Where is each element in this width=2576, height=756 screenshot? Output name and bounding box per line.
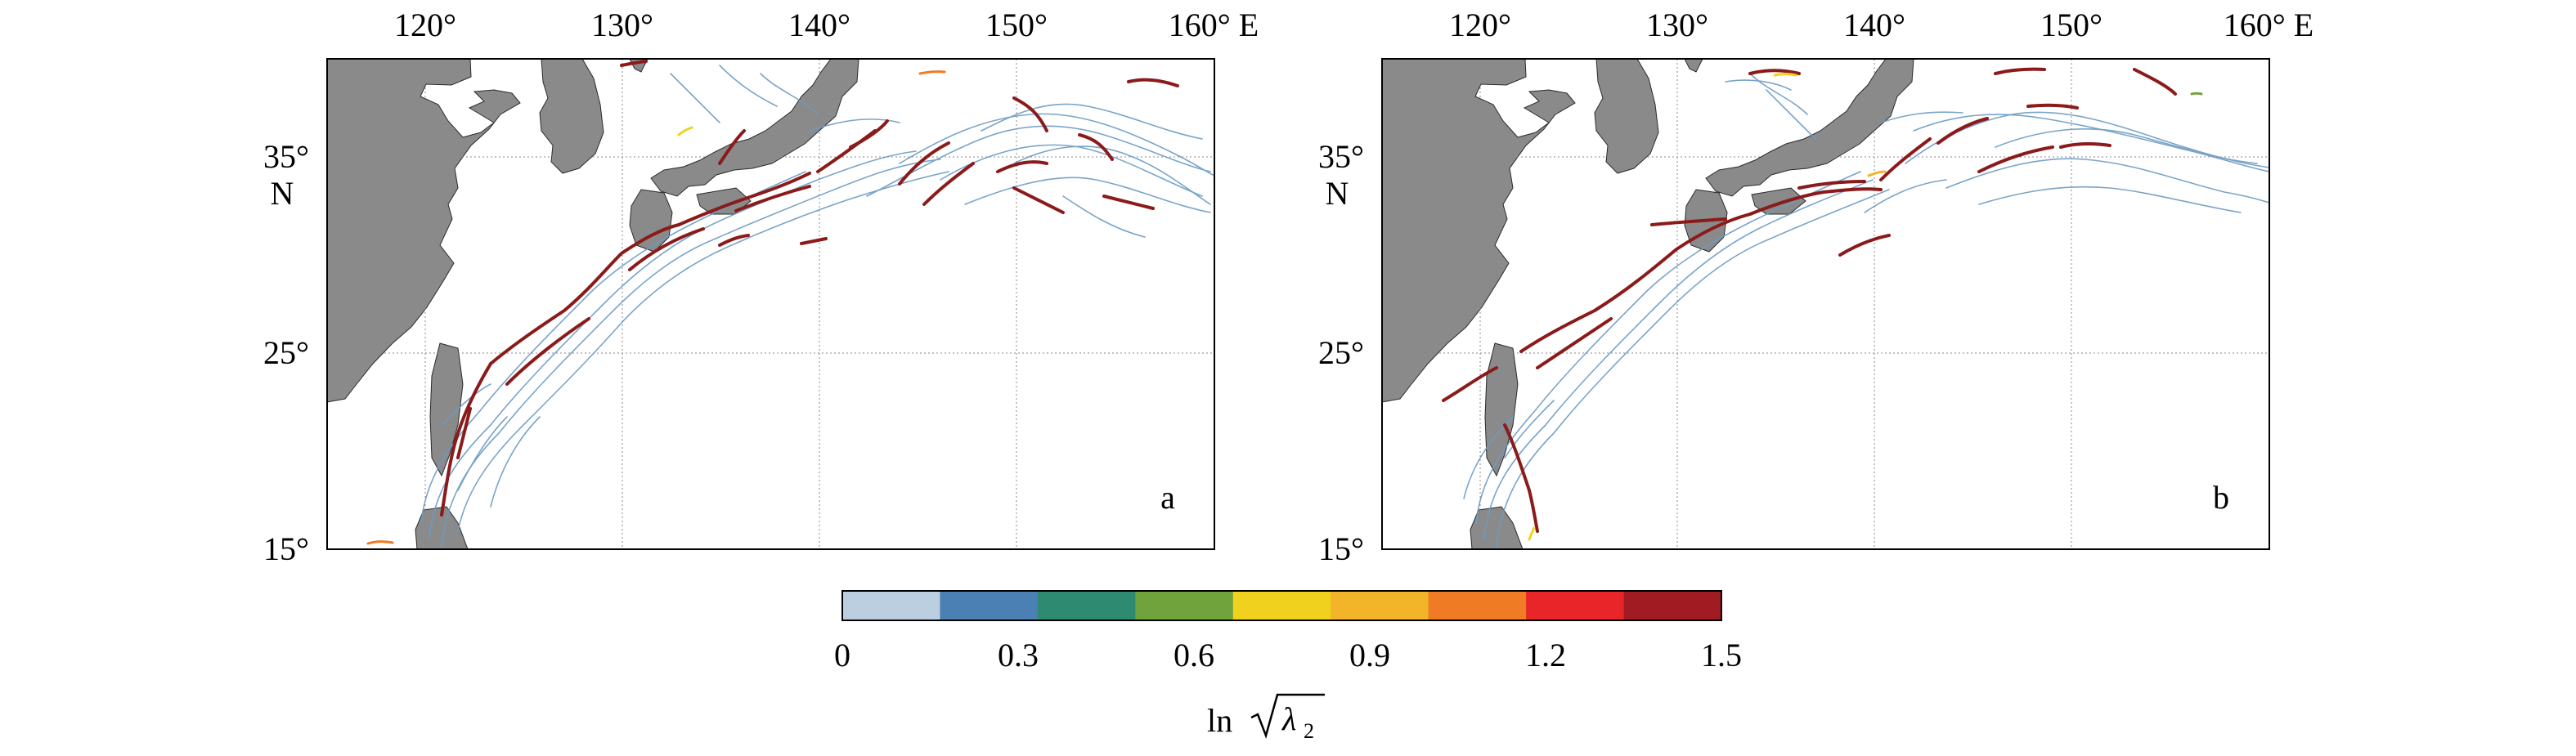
colorbar: 0 0.3 0.6 0.9 1.2 1.5 ln λ 2 (834, 590, 1742, 743)
lon-tick-labels-b: 120° 130° 140° 150° 160° E (1449, 7, 2313, 43)
trajectories-b (1442, 67, 2269, 548)
colorbar-segment (842, 591, 940, 620)
lon-tick-label: 130° (591, 7, 653, 43)
colorbar-border (841, 590, 1722, 621)
lat-tick-label: 35° (1318, 138, 1364, 175)
map-border-b (1381, 58, 2270, 550)
colorbar-tick-label: 0.3 (998, 637, 1039, 673)
lon-tick-label: 140° (1843, 7, 1905, 43)
colorbar-segment (1623, 591, 1722, 620)
colorbar-tick-label: 1.5 (1701, 637, 1742, 673)
colorbar-title: ln λ 2 (1207, 693, 1325, 743)
lat-tick-label: 15° (1318, 530, 1364, 567)
sqrt-radical-icon (1250, 693, 1325, 739)
lat-tick-label: 35° (263, 138, 309, 175)
lon-tick-label: 150° (985, 7, 1048, 43)
lon-tick-label: 120° (394, 7, 456, 43)
lat-tick-label: 15° (263, 530, 309, 567)
lon-tick-label: 160° E (2224, 7, 2313, 43)
colorbar-segment (1037, 591, 1136, 620)
lat-tick-label: 25° (263, 334, 309, 371)
colorbar-segments (842, 591, 1722, 620)
colorbar-tick-label: 1.2 (1525, 637, 1566, 673)
lon-tick-label: 150° (2040, 7, 2103, 43)
colorbar-segment (1135, 591, 1234, 620)
lat-tick-labels-a: 35° N 25° 15° (263, 138, 309, 567)
colorbar-segment (1428, 591, 1527, 620)
lon-tick-label: 140° (788, 7, 850, 43)
colorbar-tick-labels: 0 0.3 0.6 0.9 1.2 1.5 (834, 637, 1742, 673)
lon-tick-label: 120° (1449, 7, 1511, 43)
colorbar-tick-label: 0.9 (1349, 637, 1390, 673)
lat-tick-label: 25° (1318, 334, 1364, 371)
colorbar-tick-label: 0.6 (1174, 637, 1214, 673)
colorbar-tick-label: 0 (834, 637, 850, 673)
lat-tick-labels-b: 35° N 25° 15° (1318, 138, 1364, 567)
colorbar-title-symbol: λ (1281, 700, 1296, 737)
map-border-a (326, 58, 1215, 550)
map-panel-a: 120° 130° 140° 150° 160° E 35° N 25° 15°… (263, 7, 1259, 567)
map-panel-b: 120° 130° 140° 150° 160° E 35° N 25° 15°… (1318, 7, 2313, 567)
trajectories-a (366, 60, 1214, 548)
colorbar-segment (1232, 591, 1331, 620)
lon-tick-label: 130° (1646, 7, 1708, 43)
colorbar-segment (1331, 591, 1429, 620)
graticule-b (1382, 59, 2269, 549)
lon-tick-labels-a: 120° 130° 140° 150° 160° E (394, 7, 1259, 43)
panel-label-b: b (2213, 479, 2229, 516)
lat-unit-label: N (271, 175, 294, 212)
lat-unit-label: N (1326, 175, 1349, 212)
colorbar-title-prefix: ln (1207, 702, 1232, 739)
colorbar-segment (1526, 591, 1625, 620)
lon-tick-label: 160° E (1169, 7, 1259, 43)
colorbar-segment (940, 591, 1039, 620)
colorbar-title-subscript: 2 (1304, 719, 1314, 743)
graticule-a (327, 59, 1214, 549)
panel-label-a: a (1160, 479, 1175, 516)
land-mask-a (327, 59, 859, 549)
